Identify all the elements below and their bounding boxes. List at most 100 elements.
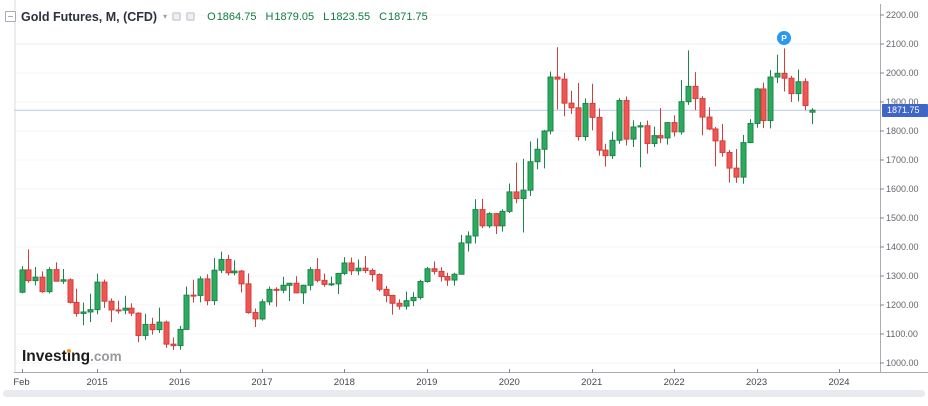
candle xyxy=(623,100,630,140)
chart-settings-icon[interactable] xyxy=(186,12,196,21)
candle xyxy=(46,269,53,293)
candle xyxy=(699,98,706,118)
candle xyxy=(616,100,623,141)
candle xyxy=(534,148,541,163)
chart-source-icon[interactable] xyxy=(172,12,182,21)
candle xyxy=(142,323,149,336)
high-label: H xyxy=(265,10,274,23)
logo-text-end: ng xyxy=(71,348,91,365)
candle xyxy=(767,76,774,122)
candle xyxy=(39,276,46,293)
logo-text-start: Invest xyxy=(22,348,67,365)
candle xyxy=(369,269,376,276)
open-value: 1864.75 xyxy=(216,10,257,23)
ohlc-low: L1823.55 xyxy=(323,11,370,23)
publication-marker[interactable]: P xyxy=(777,31,792,46)
candle xyxy=(204,278,211,302)
candle xyxy=(252,312,259,320)
candle xyxy=(479,209,486,227)
candle xyxy=(575,107,582,138)
candle xyxy=(520,189,527,200)
logo-domain: .com xyxy=(90,349,122,364)
candle xyxy=(25,269,32,282)
candle xyxy=(122,307,129,311)
candle xyxy=(410,296,417,302)
time-tick-label: 2021 xyxy=(581,377,603,388)
candle xyxy=(273,288,280,291)
candle xyxy=(170,343,177,347)
candle xyxy=(499,210,506,227)
time-tick-label: 2016 xyxy=(168,377,191,388)
ohlc-readout: O1864.75 H1879.05 L1823.55 C1871.75 xyxy=(207,11,428,23)
candle xyxy=(644,125,651,144)
symbol-title[interactable]: Gold Futures, M, (CFD) xyxy=(21,9,158,24)
candle xyxy=(596,116,603,151)
candle xyxy=(280,284,287,291)
candle xyxy=(657,135,664,139)
candle xyxy=(389,294,396,304)
candle xyxy=(190,294,197,297)
candle xyxy=(465,235,472,244)
time-tick-label: 2019 xyxy=(416,377,438,388)
price-tick-label: 1200.00 xyxy=(886,300,919,310)
candle xyxy=(547,76,554,132)
candle xyxy=(321,279,328,285)
candle xyxy=(760,88,767,122)
price-tick-label: 1000.00 xyxy=(886,358,919,368)
candle xyxy=(513,191,520,200)
logo-orange-dot-i: i xyxy=(66,348,72,365)
candle xyxy=(802,81,809,106)
time-tick-label: 2024 xyxy=(828,377,850,388)
candle xyxy=(60,279,67,282)
price-tick-label: 2000.00 xyxy=(886,68,919,78)
candle xyxy=(225,258,232,274)
candle xyxy=(87,309,94,313)
candle xyxy=(541,130,548,150)
candle xyxy=(451,273,458,281)
candle xyxy=(362,267,369,271)
candle xyxy=(706,116,713,130)
candle xyxy=(67,279,74,303)
chevron-down-icon[interactable]: ▾ xyxy=(163,12,168,21)
candle xyxy=(493,213,500,227)
price-tick-label: 1100.00 xyxy=(886,329,918,339)
time-tick-label: 2023 xyxy=(746,377,768,388)
candle xyxy=(602,149,609,157)
bottom-scrollbar[interactable] xyxy=(3,390,925,397)
candle xyxy=(101,281,108,302)
candle xyxy=(218,258,225,271)
candle xyxy=(314,269,321,281)
candle xyxy=(307,269,314,286)
price-tick-label: 1600.00 xyxy=(886,184,919,194)
candle xyxy=(671,122,678,133)
candle xyxy=(664,122,671,139)
candle xyxy=(177,328,184,347)
candle xyxy=(135,312,142,336)
candle xyxy=(53,269,60,282)
time-tick-label: 2017 xyxy=(251,377,273,388)
open-label: O xyxy=(207,10,216,23)
candle xyxy=(115,309,122,312)
candle xyxy=(266,288,273,303)
price-tick-label: 2200.00 xyxy=(886,10,919,20)
collapse-icon[interactable] xyxy=(5,11,16,22)
close-label: C xyxy=(379,10,388,23)
candle xyxy=(651,135,658,144)
candle xyxy=(183,294,190,330)
candle xyxy=(163,321,170,345)
candle xyxy=(403,300,410,307)
candle xyxy=(678,101,685,133)
price-tick-label: 2100.00 xyxy=(886,39,919,49)
candle xyxy=(438,270,445,278)
candle xyxy=(80,311,87,314)
candle xyxy=(128,307,135,314)
price-tick-label: 1300.00 xyxy=(886,271,919,281)
candle xyxy=(94,281,101,311)
current-price-badge: 1871.75 xyxy=(882,103,928,117)
price-tick-label: 1800.00 xyxy=(886,126,919,136)
candle xyxy=(609,139,616,157)
candle xyxy=(211,269,218,302)
time-tick-label: 2018 xyxy=(333,377,355,388)
candle xyxy=(197,278,204,296)
